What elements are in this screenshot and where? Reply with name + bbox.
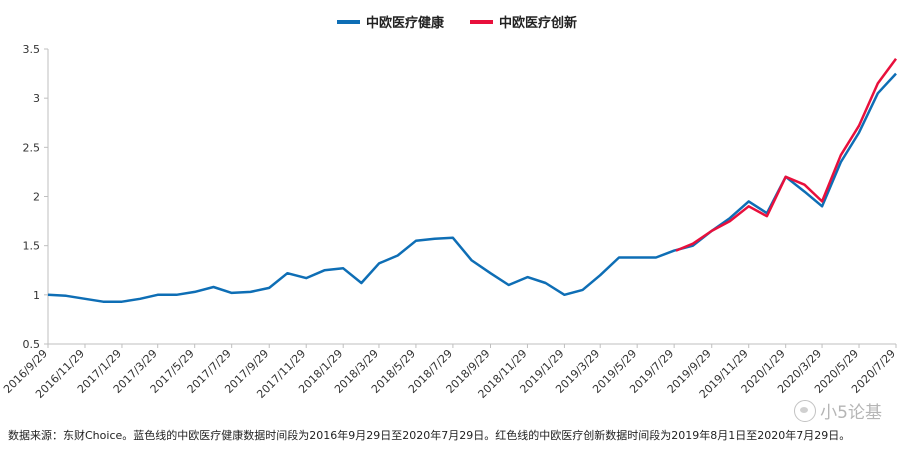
legend: 中欧医疗健康 中欧医疗创新 (337, 15, 577, 31)
series-line-health (47, 72, 897, 303)
x-tick-labels: 2016/9/292016/11/292017/1/292017/3/29201… (1, 344, 898, 401)
y-tick-label: 3 (33, 92, 40, 105)
y-tick-label: 3.5 (23, 43, 41, 56)
series-line-innovation (675, 58, 898, 252)
legend-label-innovation: 中欧医疗创新 (499, 15, 577, 31)
y-tick-labels: 0.5 1 1.5 2 2.5 3 3.5 (23, 43, 48, 351)
watermark-text: 小5论基 (820, 403, 882, 423)
y-tick-label: 1.5 (23, 240, 41, 253)
legend-label-health: 中欧医疗健康 (366, 15, 445, 31)
y-tick-label: 1 (33, 289, 40, 302)
source-footnote: 数据来源：东财Choice。蓝色线的中欧医疗健康数据时间段为2016年9月29日… (8, 429, 851, 442)
y-tick-label: 2 (33, 191, 40, 204)
series-layer (47, 58, 898, 303)
watermark: 小5论基 (794, 398, 882, 423)
y-tick-label: 0.5 (23, 338, 41, 351)
wechat-logo-icon (794, 399, 817, 422)
y-tick-label: 2.5 (23, 141, 41, 154)
